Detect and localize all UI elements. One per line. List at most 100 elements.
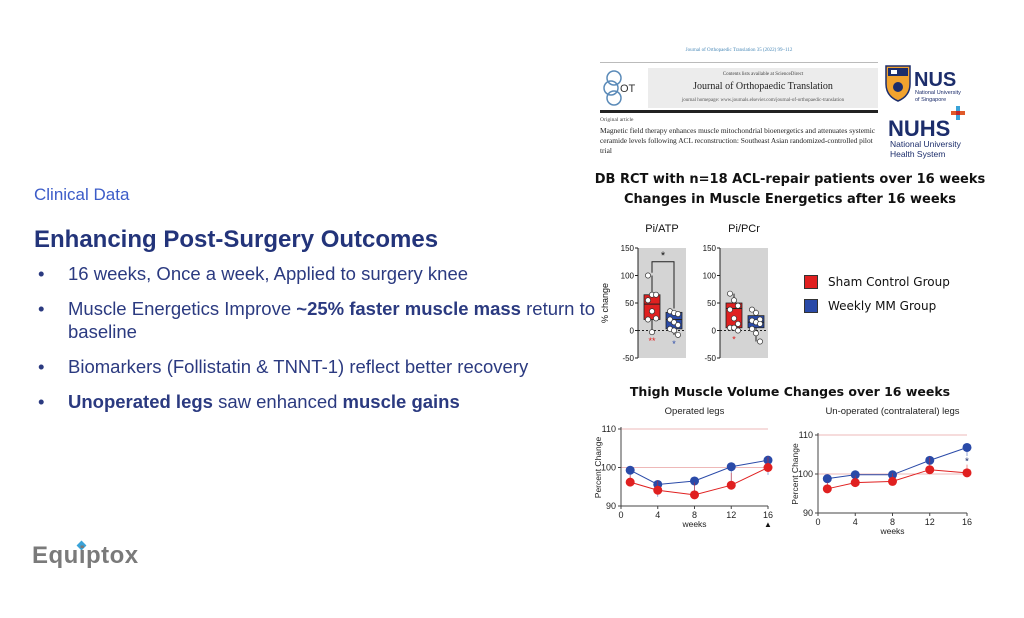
y-axis-label: Percent Change [790,443,800,505]
nus-crest-icon [885,65,911,102]
x-tick-label: 0 [618,510,623,520]
series-point [925,465,935,475]
nus-logo: NUS National University of Singapore [884,64,974,104]
data-point [731,315,737,322]
data-point [749,325,755,332]
bullet-text: Biomarkers (Follistatin & TNNT-1) reflec… [68,356,529,377]
legend-swatch-mm [804,299,818,313]
nuhs-line2: Health System [890,149,945,159]
data-point [731,297,737,304]
equiptox-logo: Equiptox [32,542,139,569]
y-axis-label: % change [600,283,610,323]
bullet-dot-icon: • [38,356,45,377]
series-point [625,465,635,475]
bullet-dot-icon: • [38,391,45,412]
bullet-dot-icon: • [38,298,45,319]
section-label: Clinical Data [34,185,130,204]
significance-marker: * [672,339,676,349]
bullet-item: • Unoperated legs saw enhanced muscle gai… [38,390,608,413]
operated-legs-chart: Operated legs 90 100 110 0 4 8 12 16 weeks Percent… [593,406,773,529]
y-tick-label: 100 [601,463,616,473]
data-point [731,324,737,331]
rct-heading: DB RCT with n=18 ACL-repair patients ove… [594,172,986,187]
data-point [753,330,759,337]
bullet-dot-icon: • [38,263,45,284]
series-point [822,474,832,484]
data-point [735,302,741,309]
series-point [888,476,897,486]
nus-line1: National University [915,90,961,96]
data-point [667,316,673,323]
data-point [649,329,655,336]
y-tick-label: 150 [703,244,717,253]
legend-swatch-sham [804,275,818,289]
legend-item-mm: Weekly MM Group [804,299,950,313]
panel-title: Pi/ATP [645,223,678,235]
x-tick-label: 4 [655,510,660,520]
bullet-item: • Biomarkers (Follistatin & TNNT-1) refle… [38,355,608,378]
legend-label-mm: Weekly MM Group [828,299,937,313]
bullet-text: return to baseline [68,298,596,342]
y-tick-label: 0 [630,327,635,336]
data-point [675,322,681,328]
journal-banner: Contents lists available at ScienceDirec… [648,68,878,108]
x-axis-label: weeks [681,519,706,529]
legend: Sham Control Group Weekly MM Group [804,275,950,323]
bullet-text: saw enhanced [212,391,343,412]
bullet-text: Muscle Energetics Improve [68,298,297,319]
y-tick-label: 100 [703,272,717,281]
x-tick-label: 8 [692,510,697,520]
data-point [675,311,681,317]
y-tick-label: 110 [799,430,813,440]
nuhs-logo: NUHS National University Health System [888,104,978,160]
x-tick-label: 12 [726,510,736,520]
data-point [727,290,733,297]
journal-homepage: journal homepage: www.journals.elsevier.… [681,98,845,103]
article-title: Magnetic field therapy enhances muscle m… [600,126,876,155]
data-point [727,306,733,313]
legend-label-sham: Sham Control Group [828,275,950,289]
data-point [649,308,655,315]
y-tick-label: 0 [712,327,717,336]
journal-header: Journal of Orthopaedic Translation 35 (2… [600,48,878,164]
bracket-label: * [661,250,666,262]
x-tick-label: 4 [853,517,858,527]
bullet-emphasis: Unoperated legs [68,391,213,412]
series-point [962,442,972,452]
x-tick-label: 16 [962,517,972,527]
series-point [625,477,635,487]
data-point [675,331,681,338]
x-tick-label: 16 [763,510,773,520]
series-point [690,476,699,486]
nuhs-abbr: NUHS [888,116,950,141]
divider [600,62,878,63]
data-point [757,338,763,345]
y-tick-label: -50 [704,354,716,363]
bullet-emphasis: ~25% faster muscle mass [296,298,521,319]
data-point [749,306,755,313]
data-point [653,291,659,298]
series-point [822,484,832,494]
data-point [645,297,651,304]
significance-bracket [651,261,675,309]
unoperated-legs-chart: Un-operated (contralateral) legs 90 100 110… [790,406,972,536]
journal-contents: Contents lists available at ScienceDirec… [722,72,804,77]
journal-name: Journal of Orthopaedic Translation [693,81,833,92]
chart-title: Operated legs [665,406,725,417]
data-point [645,316,651,323]
svg-text:OT: OT [620,83,636,95]
data-point [671,327,677,334]
series-point [962,468,972,478]
y-tick-label: 50 [625,299,634,308]
y-tick-label: 110 [602,424,616,434]
nus-line2: of Singapore [915,97,946,103]
x-tick-label: 8 [890,517,895,527]
panel-title: Pi/PCr [728,223,760,235]
series-point [690,490,699,500]
divider [600,110,878,113]
y-tick-label: 90 [803,508,813,518]
significance-marker: * [965,456,969,467]
y-tick-label: 100 [798,469,813,479]
y-tick-label: 50 [707,299,716,308]
